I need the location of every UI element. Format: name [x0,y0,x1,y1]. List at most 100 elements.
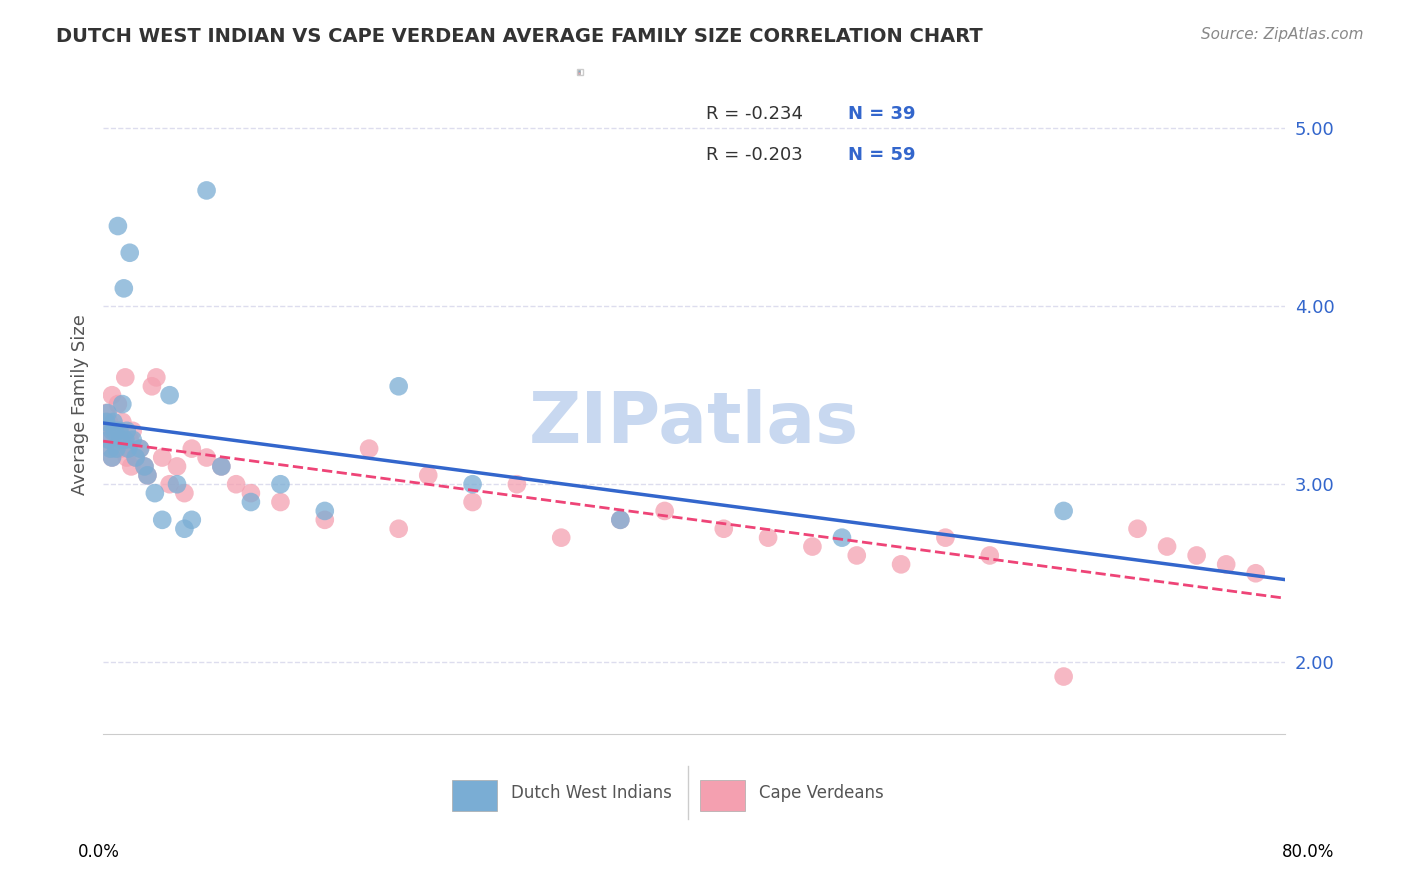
Cape Verdeans [145,370,167,384]
Dutch West Indians [98,433,121,447]
Cape Verdeans [101,450,124,465]
Dutch West Indians [388,379,411,393]
Cape Verdeans [1215,558,1237,572]
Cape Verdeans [506,477,529,491]
Dutch West Indians [180,513,202,527]
Dutch West Indians [112,281,135,295]
Text: R = -0.203: R = -0.203 [706,146,803,164]
Dutch West Indians [1052,504,1074,518]
Dutch West Indians [105,442,128,456]
Cape Verdeans [100,442,122,456]
Cape Verdeans [890,558,912,572]
Cape Verdeans [124,450,146,465]
Cape Verdeans [110,442,132,456]
Dutch West Indians [101,450,124,465]
Cape Verdeans [314,513,336,527]
Cape Verdeans [934,531,956,545]
Cape Verdeans [94,406,117,420]
Text: DUTCH WEST INDIAN VS CAPE VERDEAN AVERAGE FAMILY SIZE CORRELATION CHART: DUTCH WEST INDIAN VS CAPE VERDEAN AVERAG… [56,27,983,45]
Dutch West Indians [103,415,125,429]
Cape Verdeans [159,477,181,491]
Dutch West Indians [114,433,136,447]
Cape Verdeans [150,450,173,465]
Dutch West Indians [314,504,336,518]
Dutch West Indians [118,245,141,260]
Cape Verdeans [461,495,484,509]
FancyBboxPatch shape [451,780,496,811]
Dutch West Indians [101,424,124,438]
Text: 80.0%: 80.0% [1281,843,1334,861]
Dutch West Indians [94,415,117,429]
Dutch West Indians [100,442,122,456]
Cape Verdeans [114,370,136,384]
Cape Verdeans [225,477,247,491]
Dutch West Indians [104,424,127,438]
Dutch West Indians [150,513,173,527]
Dutch West Indians [461,477,484,491]
Cape Verdeans [1185,549,1208,563]
FancyBboxPatch shape [700,780,745,811]
Cape Verdeans [141,379,163,393]
Cape Verdeans [173,486,195,500]
Cape Verdeans [388,522,411,536]
Cape Verdeans [166,459,188,474]
Cape Verdeans [269,495,291,509]
Dutch West Indians [117,442,139,456]
Dutch West Indians [609,513,631,527]
Cape Verdeans [121,424,143,438]
Cape Verdeans [845,549,868,563]
Dutch West Indians [121,433,143,447]
Dutch West Indians [129,442,152,456]
Dutch West Indians [97,406,120,420]
Cape Verdeans [117,442,139,456]
Cape Verdeans [98,415,121,429]
Dutch West Indians [110,433,132,447]
Cape Verdeans [418,468,440,483]
Dutch West Indians [107,219,129,233]
Cape Verdeans [209,459,232,474]
Cape Verdeans [112,433,135,447]
Text: N = 59: N = 59 [848,146,915,164]
Y-axis label: Average Family Size: Average Family Size [72,314,89,494]
Dutch West Indians [269,477,291,491]
Dutch West Indians [159,388,181,402]
Cape Verdeans [97,433,120,447]
Cape Verdeans [1244,566,1267,581]
Cape Verdeans [1052,669,1074,683]
Cape Verdeans [108,424,131,438]
Dutch West Indians [111,397,134,411]
Cape Verdeans [609,513,631,527]
Cape Verdeans [756,531,779,545]
Cape Verdeans [136,468,159,483]
Dutch West Indians [173,522,195,536]
Dutch West Indians [115,424,138,438]
Dutch West Indians [239,495,262,509]
Dutch West Indians [143,486,166,500]
Legend: , : , [576,69,582,75]
Dutch West Indians [209,459,232,474]
Dutch West Indians [124,450,146,465]
Cape Verdeans [1126,522,1149,536]
Cape Verdeans [103,424,125,438]
Text: ZIPatlas: ZIPatlas [529,390,859,458]
Cape Verdeans [979,549,1001,563]
Cape Verdeans [713,522,735,536]
Dutch West Indians [108,424,131,438]
Text: Dutch West Indians: Dutch West Indians [510,784,672,802]
Cape Verdeans [118,433,141,447]
Cape Verdeans [93,424,115,438]
Cape Verdeans [115,450,138,465]
Text: R = -0.234: R = -0.234 [706,105,803,123]
Cape Verdeans [105,442,128,456]
Cape Verdeans [239,486,262,500]
Dutch West Indians [195,183,218,197]
Cape Verdeans [359,442,381,456]
Text: N = 39: N = 39 [848,105,915,123]
Cape Verdeans [180,442,202,456]
Cape Verdeans [654,504,676,518]
Dutch West Indians [831,531,853,545]
Cape Verdeans [550,531,572,545]
Text: Source: ZipAtlas.com: Source: ZipAtlas.com [1201,27,1364,42]
Dutch West Indians [134,459,156,474]
Cape Verdeans [101,388,124,402]
